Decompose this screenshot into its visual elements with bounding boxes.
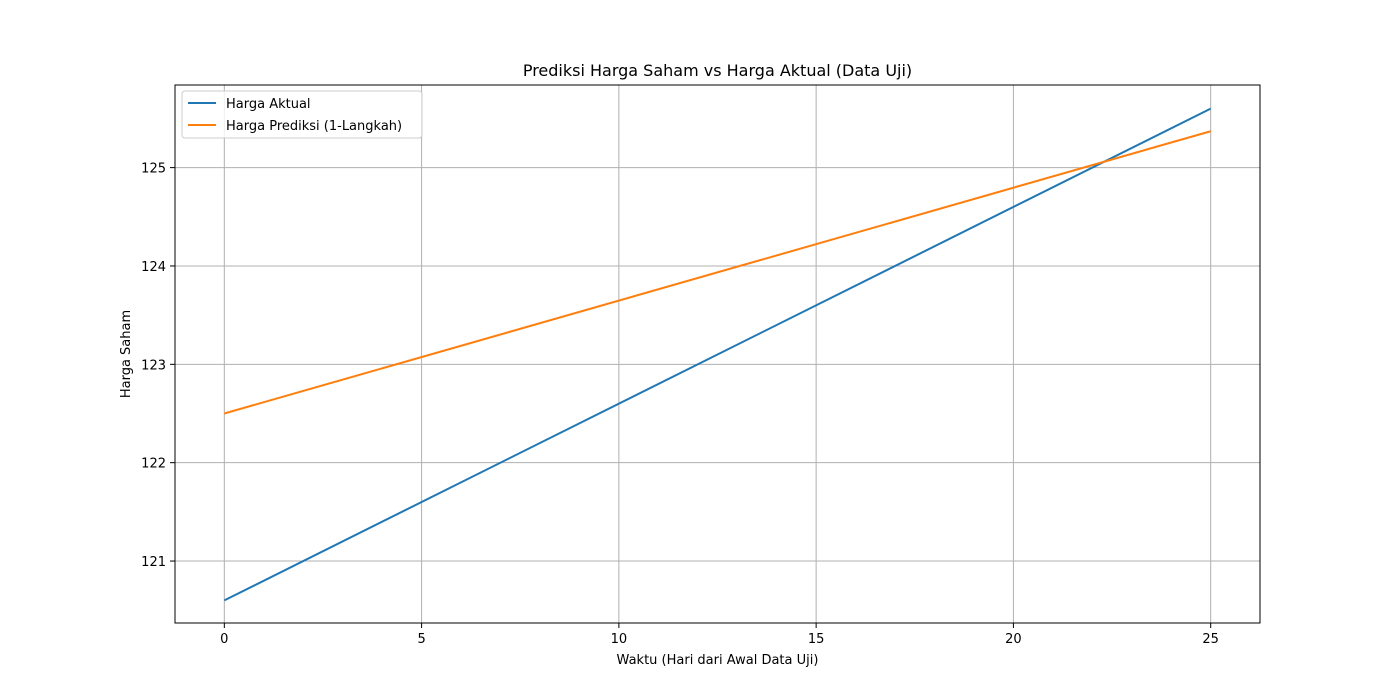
y-tick-label: 122 (141, 457, 166, 472)
x-tick-label: 25 (1202, 632, 1219, 647)
x-tick-label: 20 (1005, 632, 1022, 647)
y-tick-label: 125 (141, 162, 166, 177)
plot-frame (174, 84, 1261, 624)
legend-label-0: Harga Aktual (226, 97, 311, 112)
y-tick-label: 124 (141, 260, 166, 275)
x-tick-label: 0 (220, 632, 228, 647)
y-tick-label: 123 (141, 358, 166, 373)
x-axis-label: Waktu (Hari dari Awal Data Uji) (617, 653, 819, 668)
series-line-0 (223, 107, 1212, 602)
y-axis-label: Harga Saham (119, 310, 134, 398)
chart-title: Prediksi Harga Saham vs Harga Aktual (Da… (523, 61, 912, 80)
y-tick-label: 121 (141, 555, 166, 570)
x-tick-label: 10 (611, 632, 628, 647)
grid (175, 85, 1260, 623)
legend-box (181, 90, 423, 139)
x-tick-label: 15 (808, 632, 825, 647)
series-lines (223, 107, 1212, 602)
x-tick-label: 5 (417, 632, 425, 647)
legend: Harga Aktual Harga Prediksi (1-Langkah) (181, 90, 423, 139)
axis-ticks: 0 5 10 15 20 25 121 122 123 124 125 (141, 162, 1219, 647)
legend-label-1: Harga Prediksi (1-Langkah) (226, 119, 402, 134)
series-line-1 (224, 130, 1211, 415)
